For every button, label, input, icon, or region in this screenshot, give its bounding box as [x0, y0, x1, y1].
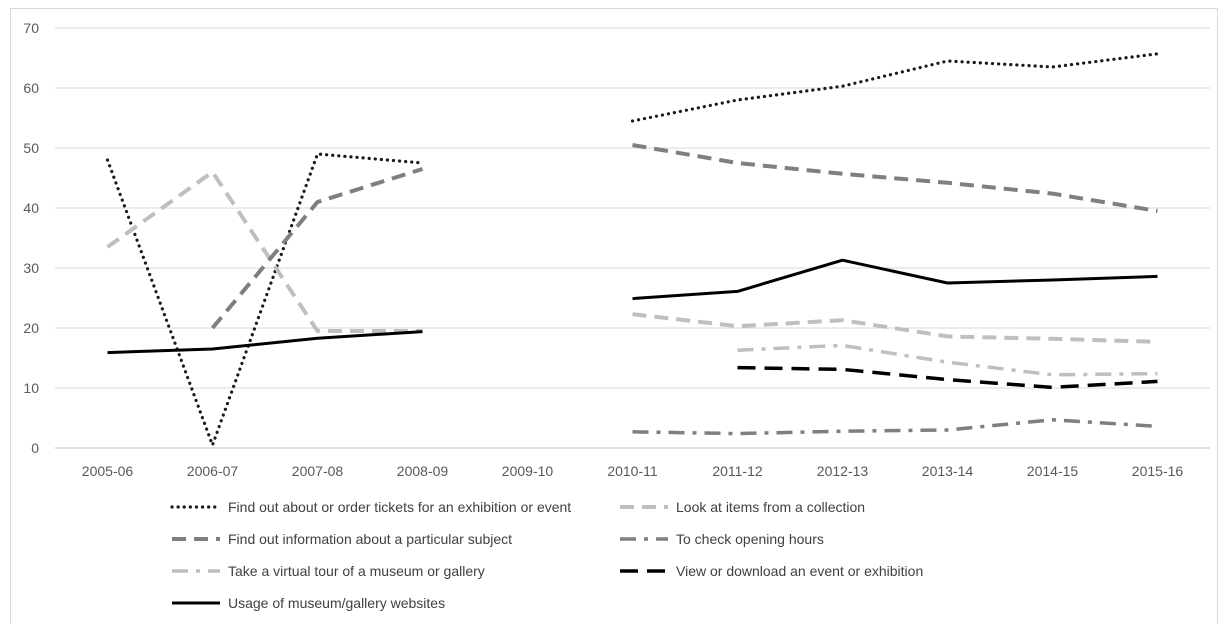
- x-tick-label: 2005-06: [82, 463, 134, 479]
- y-tick-label: 0: [31, 440, 39, 456]
- x-tick-label: 2006-07: [187, 463, 239, 479]
- legend-label-2: Look at items from a collection: [676, 499, 865, 515]
- legend-label-3: Find out information about a particular …: [228, 531, 512, 547]
- series-line-1: [105, 52, 1160, 447]
- y-tick-label: 10: [23, 380, 39, 396]
- y-tick-label: 70: [23, 20, 39, 36]
- y-axis-ticks: 0 10 20 30 40 50 60 70: [23, 20, 39, 456]
- y-tick-label: 60: [23, 80, 39, 96]
- y-tick-label: 20: [23, 320, 39, 336]
- x-tick-label: 2008-09: [397, 463, 449, 479]
- legend: Find out about or order tickets for an e…: [170, 499, 923, 611]
- legend-label-6: View or download an event or exhibition: [676, 563, 923, 579]
- gridlines: [55, 27, 1210, 449]
- y-tick-label: 30: [23, 260, 39, 276]
- series-lines: [105, 52, 1160, 447]
- x-tick-label: 2014-15: [1027, 463, 1079, 479]
- series-line-2: [106, 170, 1158, 344]
- x-tick-label: 2010-11: [607, 463, 658, 479]
- chart-frame: [10, 8, 1218, 624]
- legend-label-5: Take a virtual tour of a museum or galle…: [228, 563, 485, 579]
- legend-label-7: Usage of museum/gallery websites: [228, 595, 445, 611]
- x-tick-label: 2007-08: [292, 463, 344, 479]
- x-tick-label: 2011-12: [712, 463, 763, 479]
- x-axis-ticks: 2005-06 2006-07 2007-08 2008-09 2009-10 2010-…: [82, 463, 1184, 479]
- series-line-6: [737, 365, 1158, 390]
- legend-label-1: Find out about or order tickets for an e…: [228, 499, 571, 515]
- legend-label-4: To check opening hours: [676, 531, 824, 547]
- x-tick-label: 2009-10: [502, 463, 554, 479]
- series-line-7: [107, 258, 1158, 355]
- y-tick-label: 50: [23, 140, 39, 156]
- series-line-4: [632, 418, 1158, 436]
- x-tick-label: 2013-14: [922, 463, 974, 479]
- x-tick-label: 2012-13: [817, 463, 869, 479]
- y-tick-label: 40: [23, 200, 39, 216]
- x-tick-label: 2015-16: [1132, 463, 1184, 479]
- series-line-3: [210, 143, 1158, 330]
